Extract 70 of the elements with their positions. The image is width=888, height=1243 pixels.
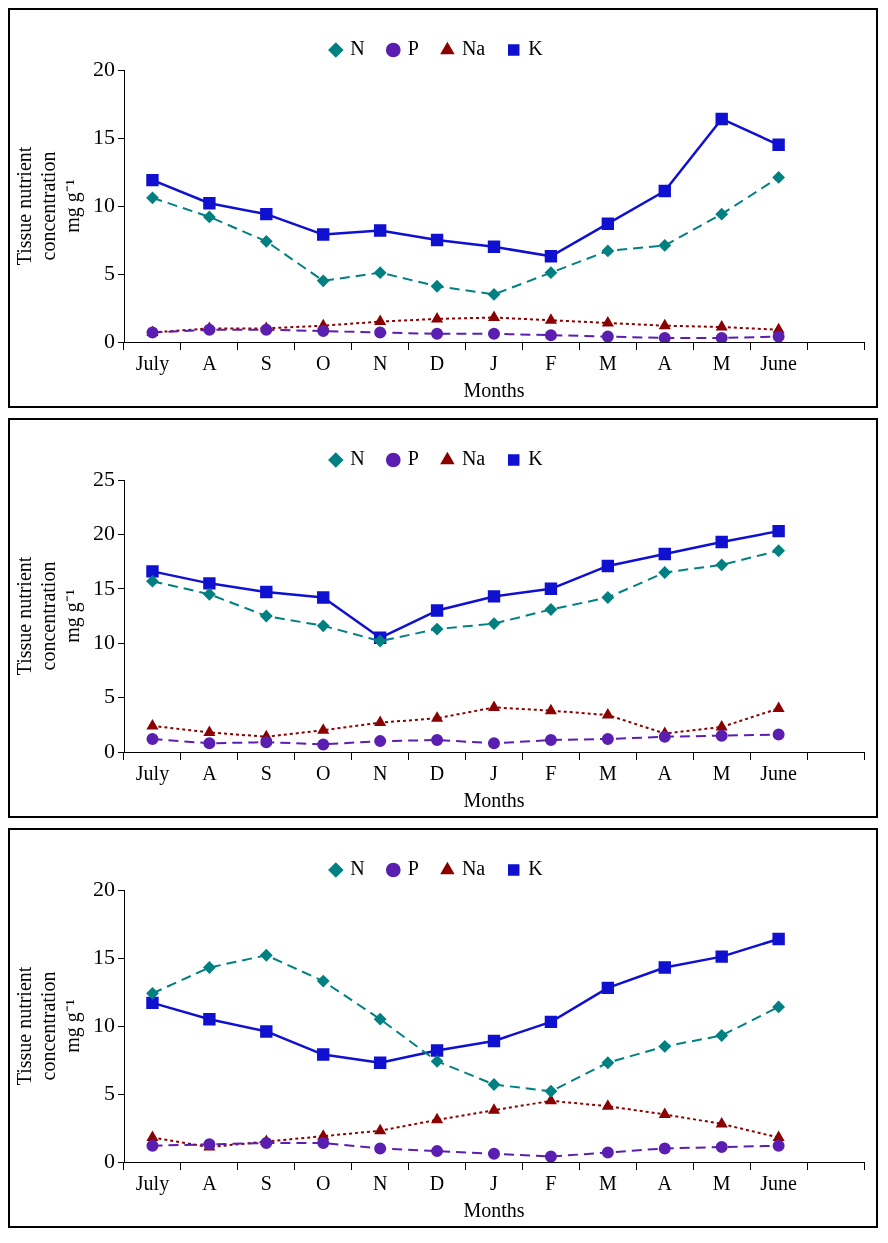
x-tick-label: M: [598, 352, 617, 375]
y-tick-label: 5: [104, 683, 115, 709]
x-tick-label: J: [490, 1172, 499, 1195]
x-tick-label: D: [429, 762, 445, 785]
y-tick-label: 20: [93, 520, 115, 546]
y-tick-label: 15: [93, 574, 115, 600]
x-axis-title: Months: [463, 1199, 525, 1222]
legend-label: N: [350, 857, 365, 880]
x-tick-label: A: [202, 1172, 218, 1195]
y-tick-label: 10: [93, 191, 115, 217]
y-axis-title: Tissue nutrient concentration mg g⁻¹: [13, 556, 85, 676]
x-tick-label: July: [135, 352, 170, 376]
x-tick-label: J: [490, 352, 499, 375]
x-tick-label: July: [135, 1172, 170, 1196]
legend-label: K: [528, 857, 544, 880]
x-tick-label: June: [760, 352, 798, 375]
legend-label: K: [528, 37, 544, 60]
y-tick-label: 15: [93, 123, 115, 149]
legend-label: Na: [461, 37, 486, 60]
x-tick-label: O: [316, 1172, 331, 1195]
x-tick-label: M: [712, 762, 731, 785]
y-tick-label: 20: [93, 55, 115, 81]
legend-label: P: [407, 447, 419, 470]
legend-label: P: [407, 37, 419, 60]
x-tick-label: M: [598, 1172, 617, 1195]
legend-label: N: [350, 447, 365, 470]
legend-label: K: [528, 447, 544, 470]
x-tick-label: M: [712, 352, 731, 375]
y-tick-label: 0: [104, 327, 115, 353]
x-tick-label: M: [598, 762, 617, 785]
x-tick-label: M: [712, 1172, 731, 1195]
x-tick-label: D: [429, 352, 445, 375]
x-tick-label: S: [260, 352, 272, 375]
x-tick-label: N: [372, 1172, 388, 1195]
legend-label: P: [407, 857, 419, 880]
x-tick-label: J: [490, 762, 499, 785]
x-tick-label: A: [202, 762, 218, 785]
y-axis-title: Tissue nutrient concentration mg g⁻¹: [13, 966, 85, 1086]
x-tick-label: N: [372, 352, 388, 375]
x-tick-label: A: [202, 352, 218, 375]
x-tick-label: F: [545, 762, 557, 785]
y-tick-label: 15: [93, 943, 115, 969]
x-tick-label: June: [760, 1172, 798, 1195]
x-tick-label: O: [316, 352, 331, 375]
y-tick-label: 0: [104, 1147, 115, 1173]
y-tick-label: 10: [93, 1011, 115, 1037]
y-tick-label: 20: [93, 875, 115, 901]
y-tick-label: 5: [104, 1079, 115, 1105]
x-tick-label: A: [657, 1172, 673, 1195]
x-tick-label: D: [429, 1172, 445, 1195]
x-tick-label: S: [260, 1172, 272, 1195]
y-tick-label: 5: [104, 259, 115, 285]
legend-label: N: [350, 37, 365, 60]
x-tick-label: A: [657, 762, 673, 785]
y-axis-title: Tissue nutrient concentration mg g⁻¹: [13, 146, 85, 266]
x-tick-label: A: [657, 352, 673, 375]
x-tick-label: F: [545, 352, 557, 375]
x-tick-label: July: [135, 762, 170, 786]
x-tick-label: June: [760, 762, 798, 785]
y-tick-label: 0: [104, 737, 115, 763]
x-tick-label: S: [260, 762, 272, 785]
x-tick-label: F: [545, 1172, 557, 1195]
y-tick-label: 10: [93, 628, 115, 654]
legend-label: Na: [461, 857, 486, 880]
legend-label: Na: [461, 447, 486, 470]
x-axis-title: Months: [463, 379, 525, 402]
x-axis-title: Months: [463, 789, 525, 812]
x-tick-label: O: [316, 762, 331, 785]
x-tick-label: N: [372, 762, 388, 785]
y-tick-label: 25: [93, 465, 115, 491]
